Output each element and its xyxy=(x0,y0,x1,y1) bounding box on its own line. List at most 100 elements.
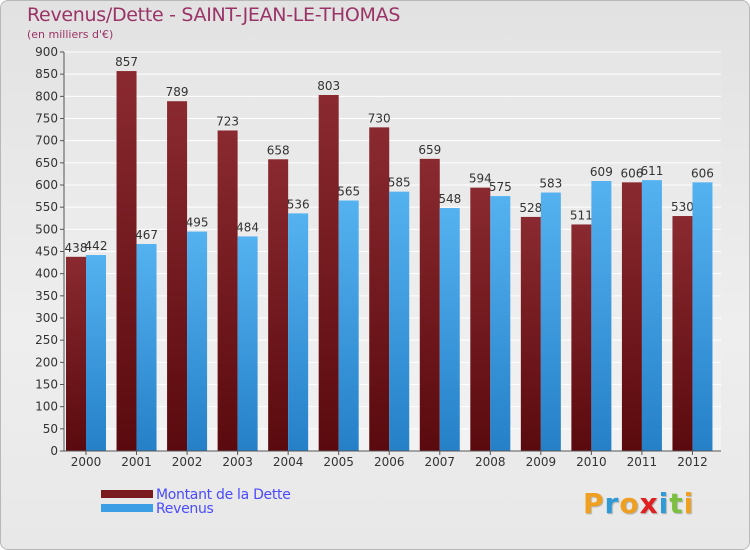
bar-revenus xyxy=(439,208,460,451)
bar-revenus xyxy=(540,192,561,451)
data-label: 565 xyxy=(337,185,360,199)
y-tick-label: 750 xyxy=(35,112,58,126)
x-tick-label: 2004 xyxy=(273,455,304,469)
x-tick-label: 2000 xyxy=(71,455,102,469)
bar-dette xyxy=(419,158,440,452)
data-label: 583 xyxy=(539,177,562,191)
logo-letter: i xyxy=(658,487,670,520)
legend-label-revenus: Revenus xyxy=(156,501,214,517)
bar-revenus xyxy=(490,196,511,451)
data-label: 606 xyxy=(691,166,714,180)
bar-revenus xyxy=(591,181,612,451)
bar-dette xyxy=(571,224,592,451)
bar-dette xyxy=(369,127,390,451)
bar-revenus xyxy=(338,200,359,451)
data-label: 528 xyxy=(519,201,542,215)
bar-revenus xyxy=(288,213,309,451)
x-tick-label: 2002 xyxy=(172,455,203,469)
bar-revenus xyxy=(641,180,662,451)
bar-dette xyxy=(672,216,693,451)
y-tick-label: 900 xyxy=(35,45,58,59)
y-tick-label: 650 xyxy=(35,156,58,170)
data-label: 723 xyxy=(216,114,239,128)
data-label: 730 xyxy=(368,111,391,125)
y-tick-label: 200 xyxy=(35,355,58,369)
y-tick-label: 250 xyxy=(35,333,58,347)
x-tick-label: 2009 xyxy=(526,455,557,469)
bar-revenus xyxy=(692,182,713,451)
bar-dette xyxy=(268,159,289,451)
data-label: 857 xyxy=(115,55,138,69)
data-label: 438 xyxy=(65,241,88,255)
bar-revenus xyxy=(136,243,157,451)
data-label: 548 xyxy=(438,192,461,206)
y-tick-label: 700 xyxy=(35,134,58,148)
proxiti-logo: Proxiti xyxy=(583,487,694,520)
legend-swatch-dette xyxy=(101,490,153,498)
data-label: 575 xyxy=(489,180,512,194)
bar-dette xyxy=(520,216,541,451)
logo-letter: P xyxy=(583,487,605,520)
y-tick-label: 300 xyxy=(35,311,58,325)
bar-dette xyxy=(217,130,238,451)
y-tick-label: 350 xyxy=(35,289,58,303)
data-label: 611 xyxy=(640,164,663,178)
bar-revenus xyxy=(389,191,410,451)
y-tick-label: 50 xyxy=(43,422,58,436)
x-tick-label: 2001 xyxy=(121,455,152,469)
y-tick-label: 450 xyxy=(35,245,58,259)
y-tick-label: 0 xyxy=(50,444,58,458)
logo-letter: t xyxy=(669,487,684,520)
data-label: 536 xyxy=(287,197,310,211)
x-tick-label: 2008 xyxy=(475,455,506,469)
bar-dette xyxy=(621,182,642,451)
bar-dette xyxy=(167,101,188,452)
y-tick-label: 800 xyxy=(35,89,58,103)
bar-revenus xyxy=(86,255,106,451)
x-tick-label: 2007 xyxy=(424,455,455,469)
x-tick-label: 2003 xyxy=(222,455,253,469)
logo-letter: o xyxy=(619,487,640,520)
y-tick-label: 500 xyxy=(35,222,58,236)
data-label: 658 xyxy=(267,143,290,157)
x-tick-label: 2011 xyxy=(627,455,658,469)
chart-subtitle: (en milliers d'€) xyxy=(27,28,114,41)
data-label: 511 xyxy=(570,208,593,222)
legend-label-dette: Montant de la Dette xyxy=(156,487,291,503)
y-tick-label: 600 xyxy=(35,178,58,192)
x-tick-label: 2006 xyxy=(374,455,405,469)
y-tick-label: 400 xyxy=(35,267,58,281)
data-label: 803 xyxy=(317,79,340,93)
x-tick-label: 2012 xyxy=(677,455,708,469)
data-label: 495 xyxy=(186,216,209,230)
y-tick-label: 550 xyxy=(35,200,58,214)
data-label: 606 xyxy=(620,166,643,180)
y-tick-label: 100 xyxy=(35,400,58,414)
logo-letter: x xyxy=(639,487,659,520)
data-label: 467 xyxy=(135,228,158,242)
bar-dette xyxy=(66,256,86,451)
x-axis: 2000 2001 2002 2003 2004 2005 2006 2007 2008 2009… xyxy=(60,450,721,469)
data-label: 789 xyxy=(166,85,189,99)
legend xyxy=(101,490,153,512)
y-tick-label: 850 xyxy=(35,67,58,81)
data-label: 594 xyxy=(469,172,492,186)
bar-dette xyxy=(470,187,491,451)
y-tick-label: 150 xyxy=(35,378,58,392)
data-label: 585 xyxy=(388,176,411,190)
data-label: 609 xyxy=(590,165,613,179)
y-axis: 0 50 100 150 200 250 300 350 400 450 500 550 600 650 7… xyxy=(35,45,65,458)
logo-letter: i xyxy=(683,487,695,520)
data-label: 442 xyxy=(85,239,108,253)
data-label: 530 xyxy=(671,200,694,214)
chart-title: Revenus/Dette - SAINT-JEAN-LE-THOMAS xyxy=(27,4,401,26)
bar-dette xyxy=(116,71,137,452)
data-label: 659 xyxy=(418,143,441,157)
data-label: 484 xyxy=(236,220,259,234)
logo-letter: r xyxy=(604,487,620,520)
bar-revenus xyxy=(187,231,208,451)
bar-dette xyxy=(318,95,339,452)
